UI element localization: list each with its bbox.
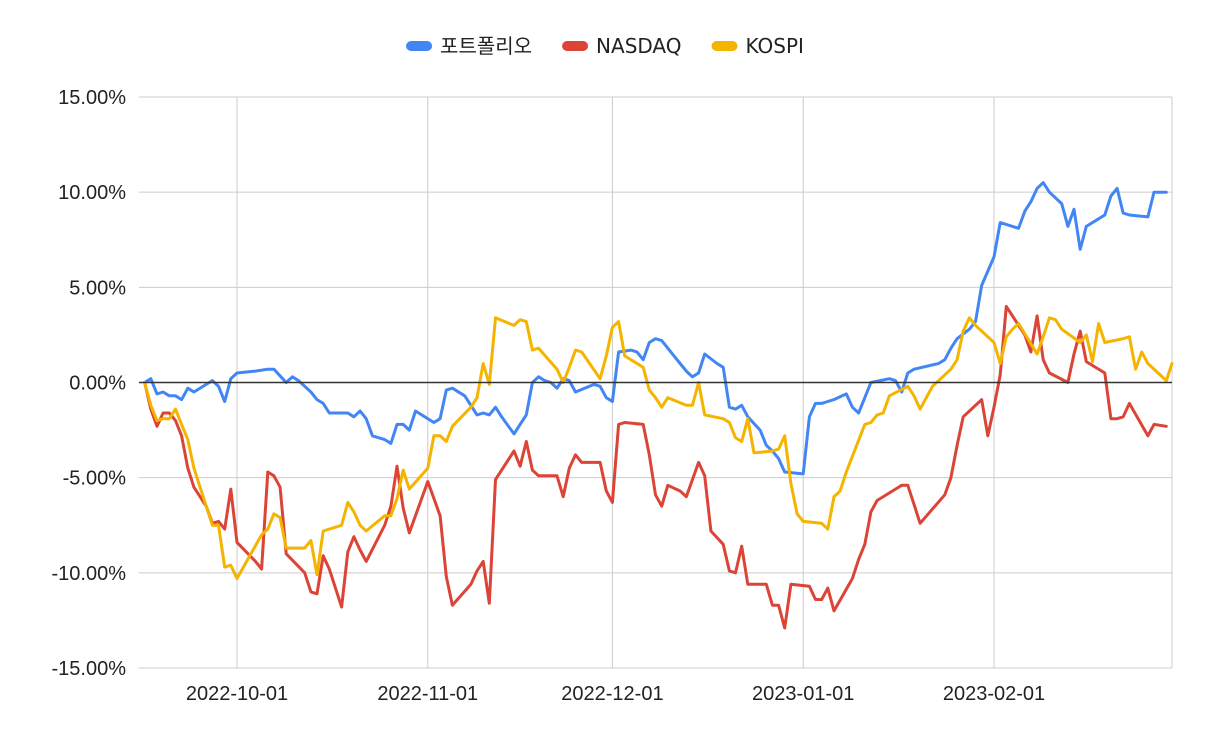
legend-item-NASDAQ: NASDAQ: [562, 34, 682, 58]
x-tick-label: 2022-11-01: [377, 683, 478, 705]
x-tick-label: 2023-01-01: [752, 683, 854, 705]
y-tick-label: 10.00%: [58, 182, 126, 204]
series-line-KOSPI: [143, 316, 1174, 580]
y-tick-label: -10.00%: [52, 563, 127, 585]
legend-label: KOSPI: [746, 34, 804, 58]
y-tick-label: 0.00%: [69, 373, 126, 395]
x-tick-label: 2022-10-01: [186, 683, 288, 705]
series-lines: [143, 181, 1174, 630]
x-tick-label: 2023-02-01: [943, 683, 1045, 705]
x-axis-tick-labels: 2022-10-01 2022-11-01 2022-12-01 2023-01-01…: [186, 683, 1045, 705]
legend: 포트폴리오 NASDAQ KOSPI: [406, 34, 804, 58]
y-tick-label: 5.00%: [69, 277, 126, 299]
legend-item-포트폴리오: 포트폴리오: [406, 34, 532, 58]
y-axis-tick-labels: 15.00% 10.00% 5.00% 0.00% -5.00% -10.00% -15.0…: [52, 87, 127, 680]
x-tick-label: 2022-12-01: [561, 683, 663, 705]
series-line-NASDAQ: [143, 304, 1168, 630]
legend-item-KOSPI: KOSPI: [711, 34, 804, 58]
legend-label: 포트폴리오: [440, 34, 532, 58]
series-line-포트폴리오: [143, 181, 1168, 476]
legend-swatch: [406, 41, 433, 51]
legend-swatch: [562, 41, 589, 51]
legend-swatch: [711, 41, 738, 51]
y-tick-label: -5.00%: [63, 468, 127, 490]
y-tick-label: -15.00%: [52, 658, 127, 680]
y-tick-label: 15.00%: [58, 87, 126, 109]
legend-label: NASDAQ: [596, 34, 681, 58]
